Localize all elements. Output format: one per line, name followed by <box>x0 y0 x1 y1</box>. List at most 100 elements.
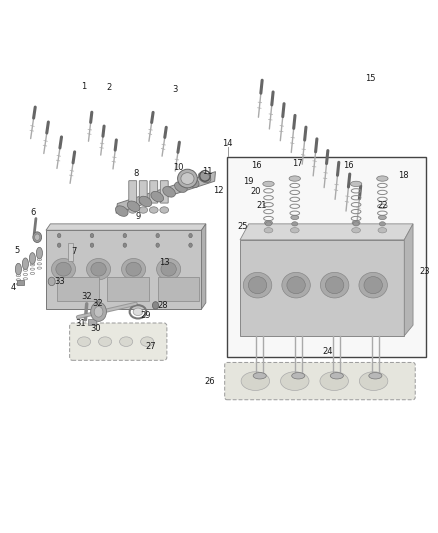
Text: 32: 32 <box>81 293 92 301</box>
Ellipse shape <box>178 169 197 188</box>
Text: 27: 27 <box>146 343 156 351</box>
Circle shape <box>94 306 103 317</box>
Circle shape <box>123 243 127 247</box>
Text: 13: 13 <box>159 258 170 266</box>
Ellipse shape <box>175 182 187 192</box>
Ellipse shape <box>139 207 148 213</box>
Ellipse shape <box>352 228 360 233</box>
Ellipse shape <box>86 259 110 280</box>
Ellipse shape <box>56 262 71 276</box>
Ellipse shape <box>160 207 169 213</box>
Polygon shape <box>46 230 201 309</box>
Text: 29: 29 <box>140 311 151 320</box>
Text: 16: 16 <box>343 161 354 169</box>
Ellipse shape <box>330 373 343 379</box>
Text: 26: 26 <box>204 377 215 385</box>
Ellipse shape <box>353 222 359 226</box>
Text: 8: 8 <box>134 169 139 178</box>
Ellipse shape <box>291 215 299 220</box>
Circle shape <box>123 233 127 238</box>
Ellipse shape <box>352 221 360 225</box>
Text: 25: 25 <box>237 222 247 231</box>
Ellipse shape <box>126 262 141 276</box>
Ellipse shape <box>290 228 299 233</box>
Ellipse shape <box>350 181 362 187</box>
Text: 31: 31 <box>76 319 86 328</box>
Ellipse shape <box>287 277 305 294</box>
Ellipse shape <box>157 259 180 280</box>
FancyBboxPatch shape <box>150 181 158 203</box>
Text: 28: 28 <box>158 301 168 310</box>
FancyBboxPatch shape <box>129 181 137 203</box>
FancyBboxPatch shape <box>160 181 168 203</box>
Circle shape <box>48 277 55 286</box>
Polygon shape <box>404 224 413 336</box>
Text: 14: 14 <box>222 140 232 148</box>
Text: 1: 1 <box>81 82 86 91</box>
Polygon shape <box>46 224 206 230</box>
Bar <box>17 280 24 285</box>
Ellipse shape <box>241 372 269 390</box>
Polygon shape <box>201 224 206 309</box>
Ellipse shape <box>379 222 385 226</box>
Polygon shape <box>116 172 215 213</box>
Ellipse shape <box>263 181 274 187</box>
Text: 5: 5 <box>14 246 19 255</box>
Text: 2: 2 <box>107 83 112 92</box>
Ellipse shape <box>320 272 349 298</box>
Ellipse shape <box>364 277 382 294</box>
Ellipse shape <box>248 277 267 294</box>
Ellipse shape <box>378 215 386 220</box>
Text: 6: 6 <box>30 208 35 216</box>
Ellipse shape <box>325 277 344 294</box>
Ellipse shape <box>265 221 272 225</box>
Circle shape <box>35 234 40 240</box>
Ellipse shape <box>198 172 211 183</box>
Ellipse shape <box>359 372 388 390</box>
Bar <box>227 157 426 357</box>
Text: 11: 11 <box>202 167 213 175</box>
Ellipse shape <box>292 373 305 379</box>
Text: 21: 21 <box>257 201 267 209</box>
Ellipse shape <box>289 176 300 181</box>
Ellipse shape <box>253 373 266 379</box>
Text: 22: 22 <box>377 201 388 209</box>
Text: 10: 10 <box>173 163 184 172</box>
Ellipse shape <box>181 173 194 184</box>
Polygon shape <box>240 240 404 336</box>
FancyBboxPatch shape <box>139 181 147 203</box>
Circle shape <box>57 233 61 238</box>
Ellipse shape <box>127 201 140 212</box>
Ellipse shape <box>51 259 75 280</box>
Bar <box>158 277 199 301</box>
FancyBboxPatch shape <box>225 362 415 400</box>
Ellipse shape <box>244 272 272 298</box>
Text: 30: 30 <box>90 325 101 333</box>
Circle shape <box>189 243 192 247</box>
Ellipse shape <box>265 222 272 226</box>
Text: 20: 20 <box>250 188 261 196</box>
Polygon shape <box>240 224 413 240</box>
Circle shape <box>189 233 192 238</box>
Circle shape <box>156 233 159 238</box>
Ellipse shape <box>161 262 176 276</box>
Circle shape <box>90 243 94 247</box>
Ellipse shape <box>149 207 158 213</box>
Ellipse shape <box>15 263 21 275</box>
Ellipse shape <box>91 262 106 276</box>
Text: 18: 18 <box>398 172 408 180</box>
Text: 15: 15 <box>365 75 375 83</box>
Text: 23: 23 <box>420 268 430 276</box>
Text: 17: 17 <box>292 159 302 168</box>
Text: 12: 12 <box>213 187 223 195</box>
Bar <box>88 319 96 325</box>
Ellipse shape <box>264 228 273 233</box>
Ellipse shape <box>120 337 133 346</box>
Ellipse shape <box>36 247 42 259</box>
Bar <box>68 243 73 261</box>
Ellipse shape <box>280 372 309 390</box>
Circle shape <box>91 302 106 321</box>
Circle shape <box>156 243 159 247</box>
Ellipse shape <box>282 272 310 298</box>
Ellipse shape <box>128 207 137 213</box>
